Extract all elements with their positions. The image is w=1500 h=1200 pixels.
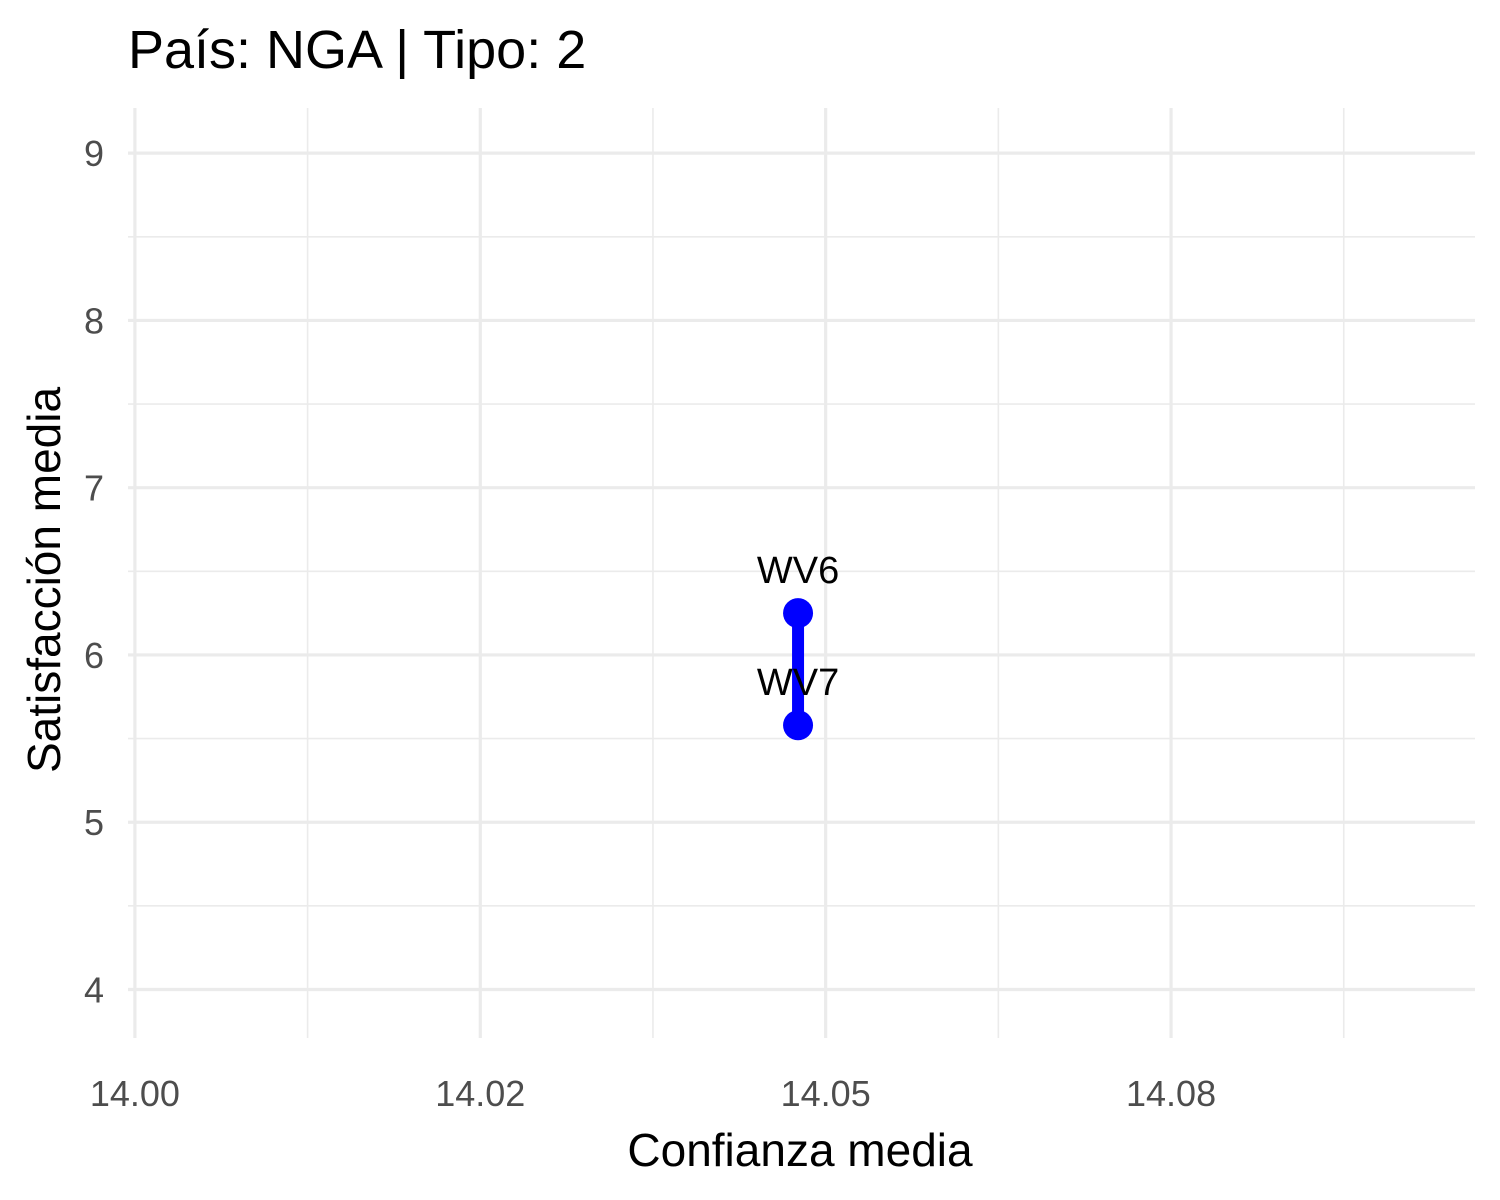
data-point [783, 598, 814, 629]
x-axis-ticks: 14.00 14.02 14.05 14.08 [90, 1073, 1216, 1114]
y-axis-title: Satisfacción media [18, 387, 70, 773]
x-tick-label: 14.05 [781, 1073, 871, 1114]
y-tick-label: 4 [84, 969, 104, 1010]
y-tick-label: 5 [84, 802, 104, 843]
point-label: WV6 [757, 550, 839, 592]
y-tick-label: 9 [84, 133, 104, 174]
x-axis-title: Confianza media [627, 1124, 973, 1176]
y-tick-label: 8 [84, 300, 104, 341]
chart-title: País: NGA | Tipo: 2 [128, 20, 586, 80]
grid [128, 108, 1475, 1038]
y-tick-label: 6 [84, 635, 104, 676]
point-label: WV7 [757, 662, 839, 704]
data-point [783, 710, 814, 741]
x-tick-label: 14.00 [90, 1073, 180, 1114]
x-tick-label: 14.02 [435, 1073, 525, 1114]
y-axis-ticks: 4 5 6 7 8 9 [84, 133, 104, 1010]
x-tick-label: 14.08 [1126, 1073, 1216, 1114]
series-group: WV6 WV7 [757, 550, 839, 741]
y-tick-label: 7 [84, 468, 104, 509]
